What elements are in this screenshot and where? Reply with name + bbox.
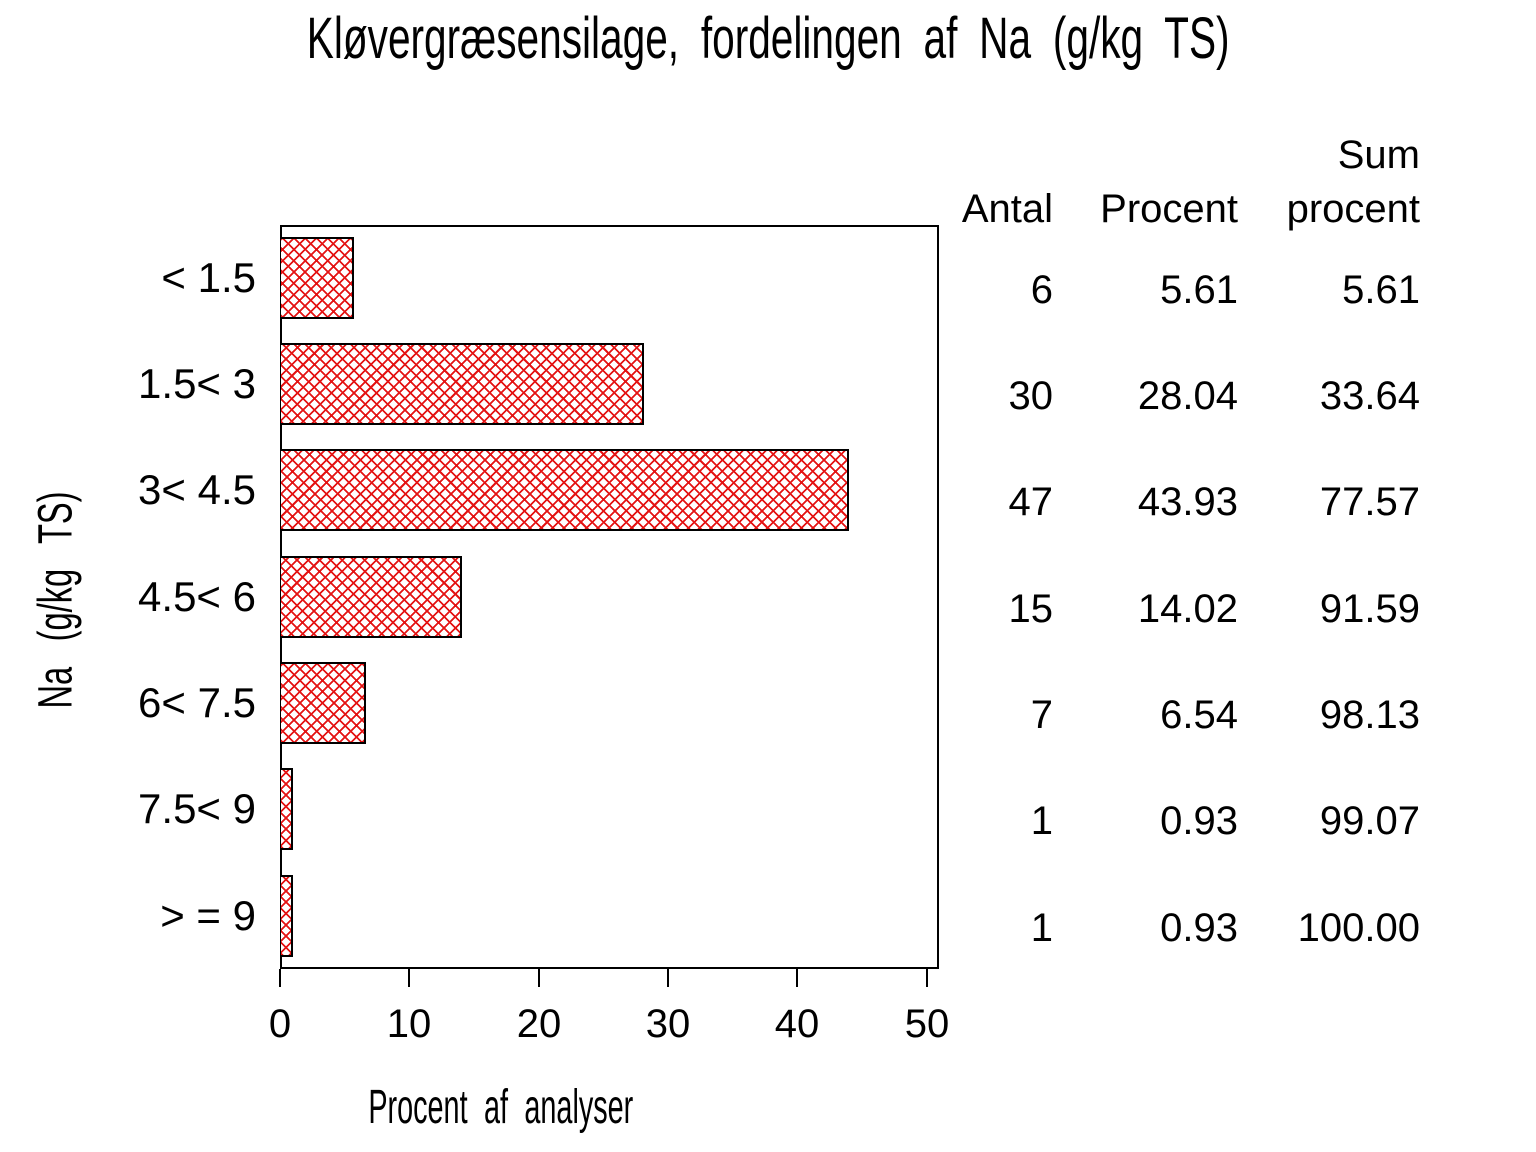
category-label: 6< 7.5 — [138, 679, 256, 726]
x-tick-label: 20 — [516, 1002, 562, 1046]
category-label: 4.5< 6 — [138, 573, 256, 620]
table-row: 15 14.02 91.59 — [920, 587, 1421, 631]
bar-6-7.5 — [281, 662, 366, 744]
x-tick-label: 10 — [386, 1002, 432, 1046]
table-header-sum-row: Sum — [920, 133, 1420, 177]
sumprocent-value: 100.00 — [1297, 906, 1420, 950]
table-header-sumprocent: procent — [1286, 187, 1420, 231]
sumprocent-value: 33.64 — [1319, 374, 1420, 418]
bar-4.5-6 — [281, 556, 462, 638]
x-axis-title: Procent af analyser — [201, 1082, 801, 1134]
procent-value: 14.02 — [1137, 587, 1238, 631]
table-header-procent: Procent — [1100, 187, 1238, 231]
bar-3-4.5 — [281, 449, 849, 531]
category-label: > = 9 — [160, 892, 256, 939]
table-row: 1 0.93 100.00 — [920, 906, 1420, 950]
antal-value: 1 — [1030, 906, 1053, 950]
procent-value: 0.93 — [1160, 799, 1238, 843]
table-header-sum: Sum — [1337, 133, 1420, 177]
x-tick-label: 40 — [774, 1002, 820, 1046]
category-label: 1.5< 3 — [138, 360, 256, 407]
antal-value: 15 — [1008, 587, 1054, 631]
x-tick — [408, 969, 410, 987]
category-label: 3< 4.5 — [138, 466, 256, 513]
bar-gte-9 — [281, 875, 293, 957]
procent-value: 0.93 — [1160, 906, 1238, 950]
x-tick — [926, 969, 928, 987]
x-tick — [667, 969, 669, 987]
bar-lt-1.5 — [281, 237, 354, 319]
sumprocent-value: 77.57 — [1319, 480, 1420, 524]
bar-1.5-3 — [281, 343, 644, 425]
procent-value: 28.04 — [1137, 374, 1238, 418]
bar-7.5-9 — [281, 768, 293, 850]
chart-title: Kløvergræsensilage, fordelingen af Na (g… — [0, 10, 1536, 68]
procent-value: 5.61 — [1160, 268, 1238, 312]
procent-value: 43.93 — [1137, 480, 1238, 524]
table-row: 30 28.04 33.64 — [920, 374, 1421, 418]
x-tick-label: 50 — [904, 1002, 950, 1046]
category-label: < 1.5 — [161, 254, 256, 301]
x-tick-label: 0 — [268, 1002, 292, 1046]
antal-value: 6 — [1030, 268, 1053, 312]
sumprocent-value: 98.13 — [1319, 693, 1420, 737]
table-row: 6 5.61 5.61 — [920, 268, 1420, 312]
sumprocent-value: 91.59 — [1319, 587, 1420, 631]
table-header-row: Antal Procent procent — [920, 186, 1420, 232]
chart-title-text: Kløvergræsensilage, fordelingen af Na (g… — [306, 6, 1230, 71]
antal-value: 30 — [1008, 374, 1054, 418]
table-row: 7 6.54 98.13 — [920, 693, 1420, 737]
table-header-antal: Antal — [961, 187, 1053, 231]
sumprocent-value: 5.61 — [1342, 268, 1420, 312]
antal-value: 1 — [1030, 799, 1053, 843]
x-tick — [279, 969, 281, 987]
x-tick — [538, 969, 540, 987]
sumprocent-value: 99.07 — [1319, 799, 1420, 843]
antal-value: 7 — [1030, 693, 1053, 737]
antal-value: 47 — [1008, 480, 1054, 524]
table-row: 1 0.93 99.07 — [920, 799, 1420, 843]
x-tick-label: 30 — [645, 1002, 691, 1046]
procent-value: 6.54 — [1160, 693, 1238, 737]
x-tick — [796, 969, 798, 987]
x-axis-title-text: Procent af analyser — [368, 1081, 634, 1134]
category-label: 7.5< 9 — [138, 785, 256, 832]
table-row: 47 43.93 77.57 — [920, 480, 1421, 524]
